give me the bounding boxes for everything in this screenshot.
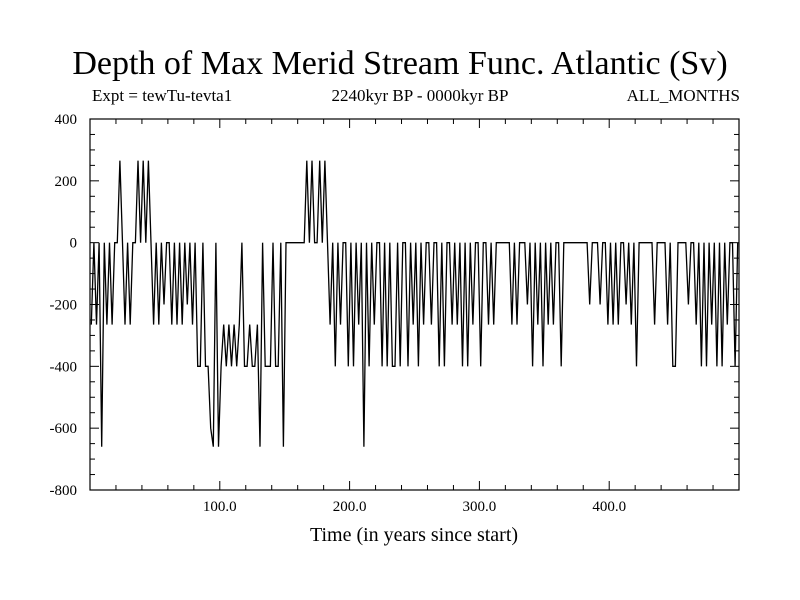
y-tick-label: -600: [50, 421, 78, 437]
x-axis-title: Time (in years since start): [310, 524, 518, 546]
time-range-label: 2240kyr BP - 0000kyr BP: [331, 86, 509, 105]
y-tick-label: -800: [50, 483, 78, 499]
y-tick-label: 200: [55, 174, 78, 190]
series-line-0: [90, 160, 739, 447]
x-tick-label: 200.0: [333, 499, 367, 515]
x-tick-label: 400.0: [592, 499, 626, 515]
y-tick-label: 0: [70, 236, 78, 252]
experiment-label: Expt = tewTu-tevta1: [92, 86, 233, 105]
x-tick-label: 300.0: [463, 499, 497, 515]
y-tick-label: 400: [55, 112, 78, 128]
chart-title: Depth of Max Merid Stream Func. Atlantic…: [72, 45, 728, 82]
months-label: ALL_MONTHS: [626, 86, 740, 105]
y-tick-label: -200: [50, 298, 78, 314]
y-tick-label: -400: [50, 359, 78, 375]
x-tick-label: 100.0: [203, 499, 237, 515]
